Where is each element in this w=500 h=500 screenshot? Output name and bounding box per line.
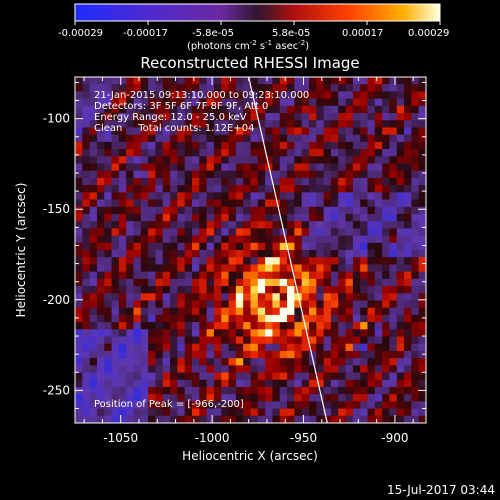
- x-tick-label: -1050: [103, 431, 138, 445]
- info-energy-range: Energy Range: 12.0 - 25.0 keV: [94, 112, 247, 123]
- y-axis-label: Heliocentric Y (arcsec): [14, 183, 28, 318]
- info-time-range: 21-Jan-2015 09:13:10.000 to 09:23:10.000: [94, 90, 309, 101]
- x-tick-label: -1000: [195, 431, 230, 445]
- peak-position: Position of Peak = [-966,-200]: [94, 399, 244, 410]
- colorbar-tick-labels: -0.00029 -0.00017 -5.8e-05 5.8e-05 0.000…: [58, 28, 449, 39]
- y-tick-labels: -250 -200 -150 -100: [43, 112, 70, 398]
- y-tick-label: -150: [43, 202, 70, 216]
- colorbar-tick-label: 0.00017: [342, 28, 383, 39]
- x-tick-label: -900: [381, 431, 408, 445]
- info-detectors: Detectors: 3F 5F 6F 7F 8F 9F, Att 0: [94, 101, 268, 112]
- colorbar-tick-label: -0.00017: [123, 28, 168, 39]
- chart-title: Reconstructed RHESSI Image: [140, 54, 359, 72]
- colorbar: [74, 3, 441, 22]
- heatmap-image: [75, 77, 426, 423]
- colorbar-tick-label: -5.8e-05: [192, 28, 234, 39]
- solar-limb-line: [248, 77, 328, 423]
- colorbar-ticks: [74, 21, 441, 25]
- x-axis-label: Heliocentric X (arcsec): [182, 449, 318, 463]
- y-tick-label: -250: [43, 383, 70, 397]
- info-overlay: 21-Jan-2015 09:13:10.000 to 09:23:10.000…: [94, 90, 309, 134]
- plot-frame: [74, 76, 427, 424]
- x-tick-labels: -1050 -1000 -950 -900: [103, 431, 408, 445]
- info-clean-counts: Clean Total counts: 1.12E+04: [94, 123, 254, 134]
- colorbar-unit-label: (photons cm-2 s-1 asec-2): [187, 39, 309, 52]
- y-tick-label: -200: [43, 293, 70, 307]
- axis-ticks: [75, 77, 426, 423]
- footer-timestamp: 15-Jul-2017 03:44: [387, 483, 495, 497]
- colorbar-tick-label: -0.00029: [58, 28, 103, 39]
- y-tick-label: -100: [43, 112, 70, 126]
- x-tick-label: -950: [290, 431, 317, 445]
- colorbar-tick-label: 0.00029: [408, 28, 449, 39]
- colorbar-tick-label: 5.8e-05: [272, 28, 310, 39]
